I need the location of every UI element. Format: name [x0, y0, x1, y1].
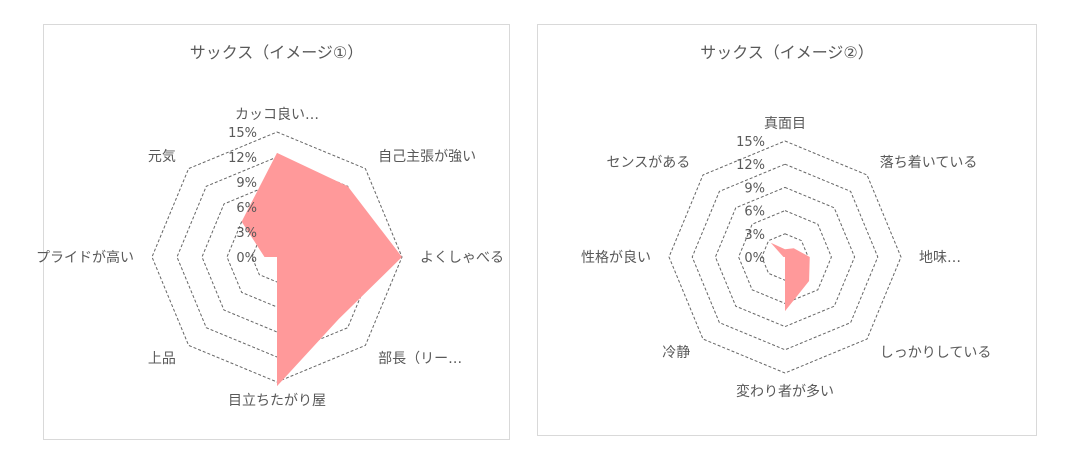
radar-series-area — [241, 152, 402, 387]
category-label: 性格が良い — [581, 250, 651, 266]
radar-chart-panel-1: サックス（イメージ①） 0% 3% 6% 9% 12% 15% カッコ良い… 自己主張が強いよ… — [36, 24, 510, 440]
radial-tick-label: 15% — [228, 126, 257, 141]
category-label: カッコ良い… — [235, 107, 319, 123]
radar-series-area — [770, 242, 810, 312]
chart-title: サックス（イメージ②） — [700, 43, 874, 62]
radial-tick-label: 0% — [236, 251, 257, 266]
radial-tick-label: 12% — [736, 158, 765, 173]
radial-tick-label: 6% — [744, 205, 765, 220]
radial-tick-label: 6% — [236, 201, 257, 216]
radial-tick-label: 3% — [744, 228, 765, 243]
category-label: 落ち着いている — [880, 155, 978, 171]
category-label: しっかりしている — [880, 345, 992, 361]
radial-tick-label: 12% — [228, 151, 257, 166]
radial-tick-label: 9% — [744, 181, 765, 196]
radar-chart-panel-2: サックス（イメージ②） 0% 3% 6% 9% 12% 15% 真面目落ち着いている地味… し… — [537, 24, 1037, 436]
category-label: よくしゃべる — [420, 250, 504, 266]
radial-tick-label: 15% — [736, 135, 765, 150]
category-label: 部長（リー… — [378, 351, 462, 367]
category-label: 目立ちたがり屋 — [228, 393, 326, 409]
category-label: 自己主張が強い — [378, 149, 476, 165]
radial-tick-label: 0% — [744, 251, 765, 266]
radar-grid-ring — [668, 140, 902, 374]
radial-tick-label: 9% — [236, 176, 257, 191]
category-label: 真面目 — [764, 116, 806, 132]
category-label: 元気 — [148, 149, 176, 165]
category-label: プライドが高い — [36, 249, 134, 266]
category-label: 冷静 — [662, 345, 690, 361]
category-label: センスがある — [607, 155, 691, 171]
radial-tick-label: 3% — [236, 226, 257, 241]
radar-grid-ring — [714, 186, 856, 328]
chart-title: サックス（イメージ①） — [189, 43, 364, 62]
category-label: 上品 — [148, 351, 176, 367]
category-label: 地味… — [919, 250, 961, 266]
category-label: 変わり者が多い — [736, 383, 834, 400]
